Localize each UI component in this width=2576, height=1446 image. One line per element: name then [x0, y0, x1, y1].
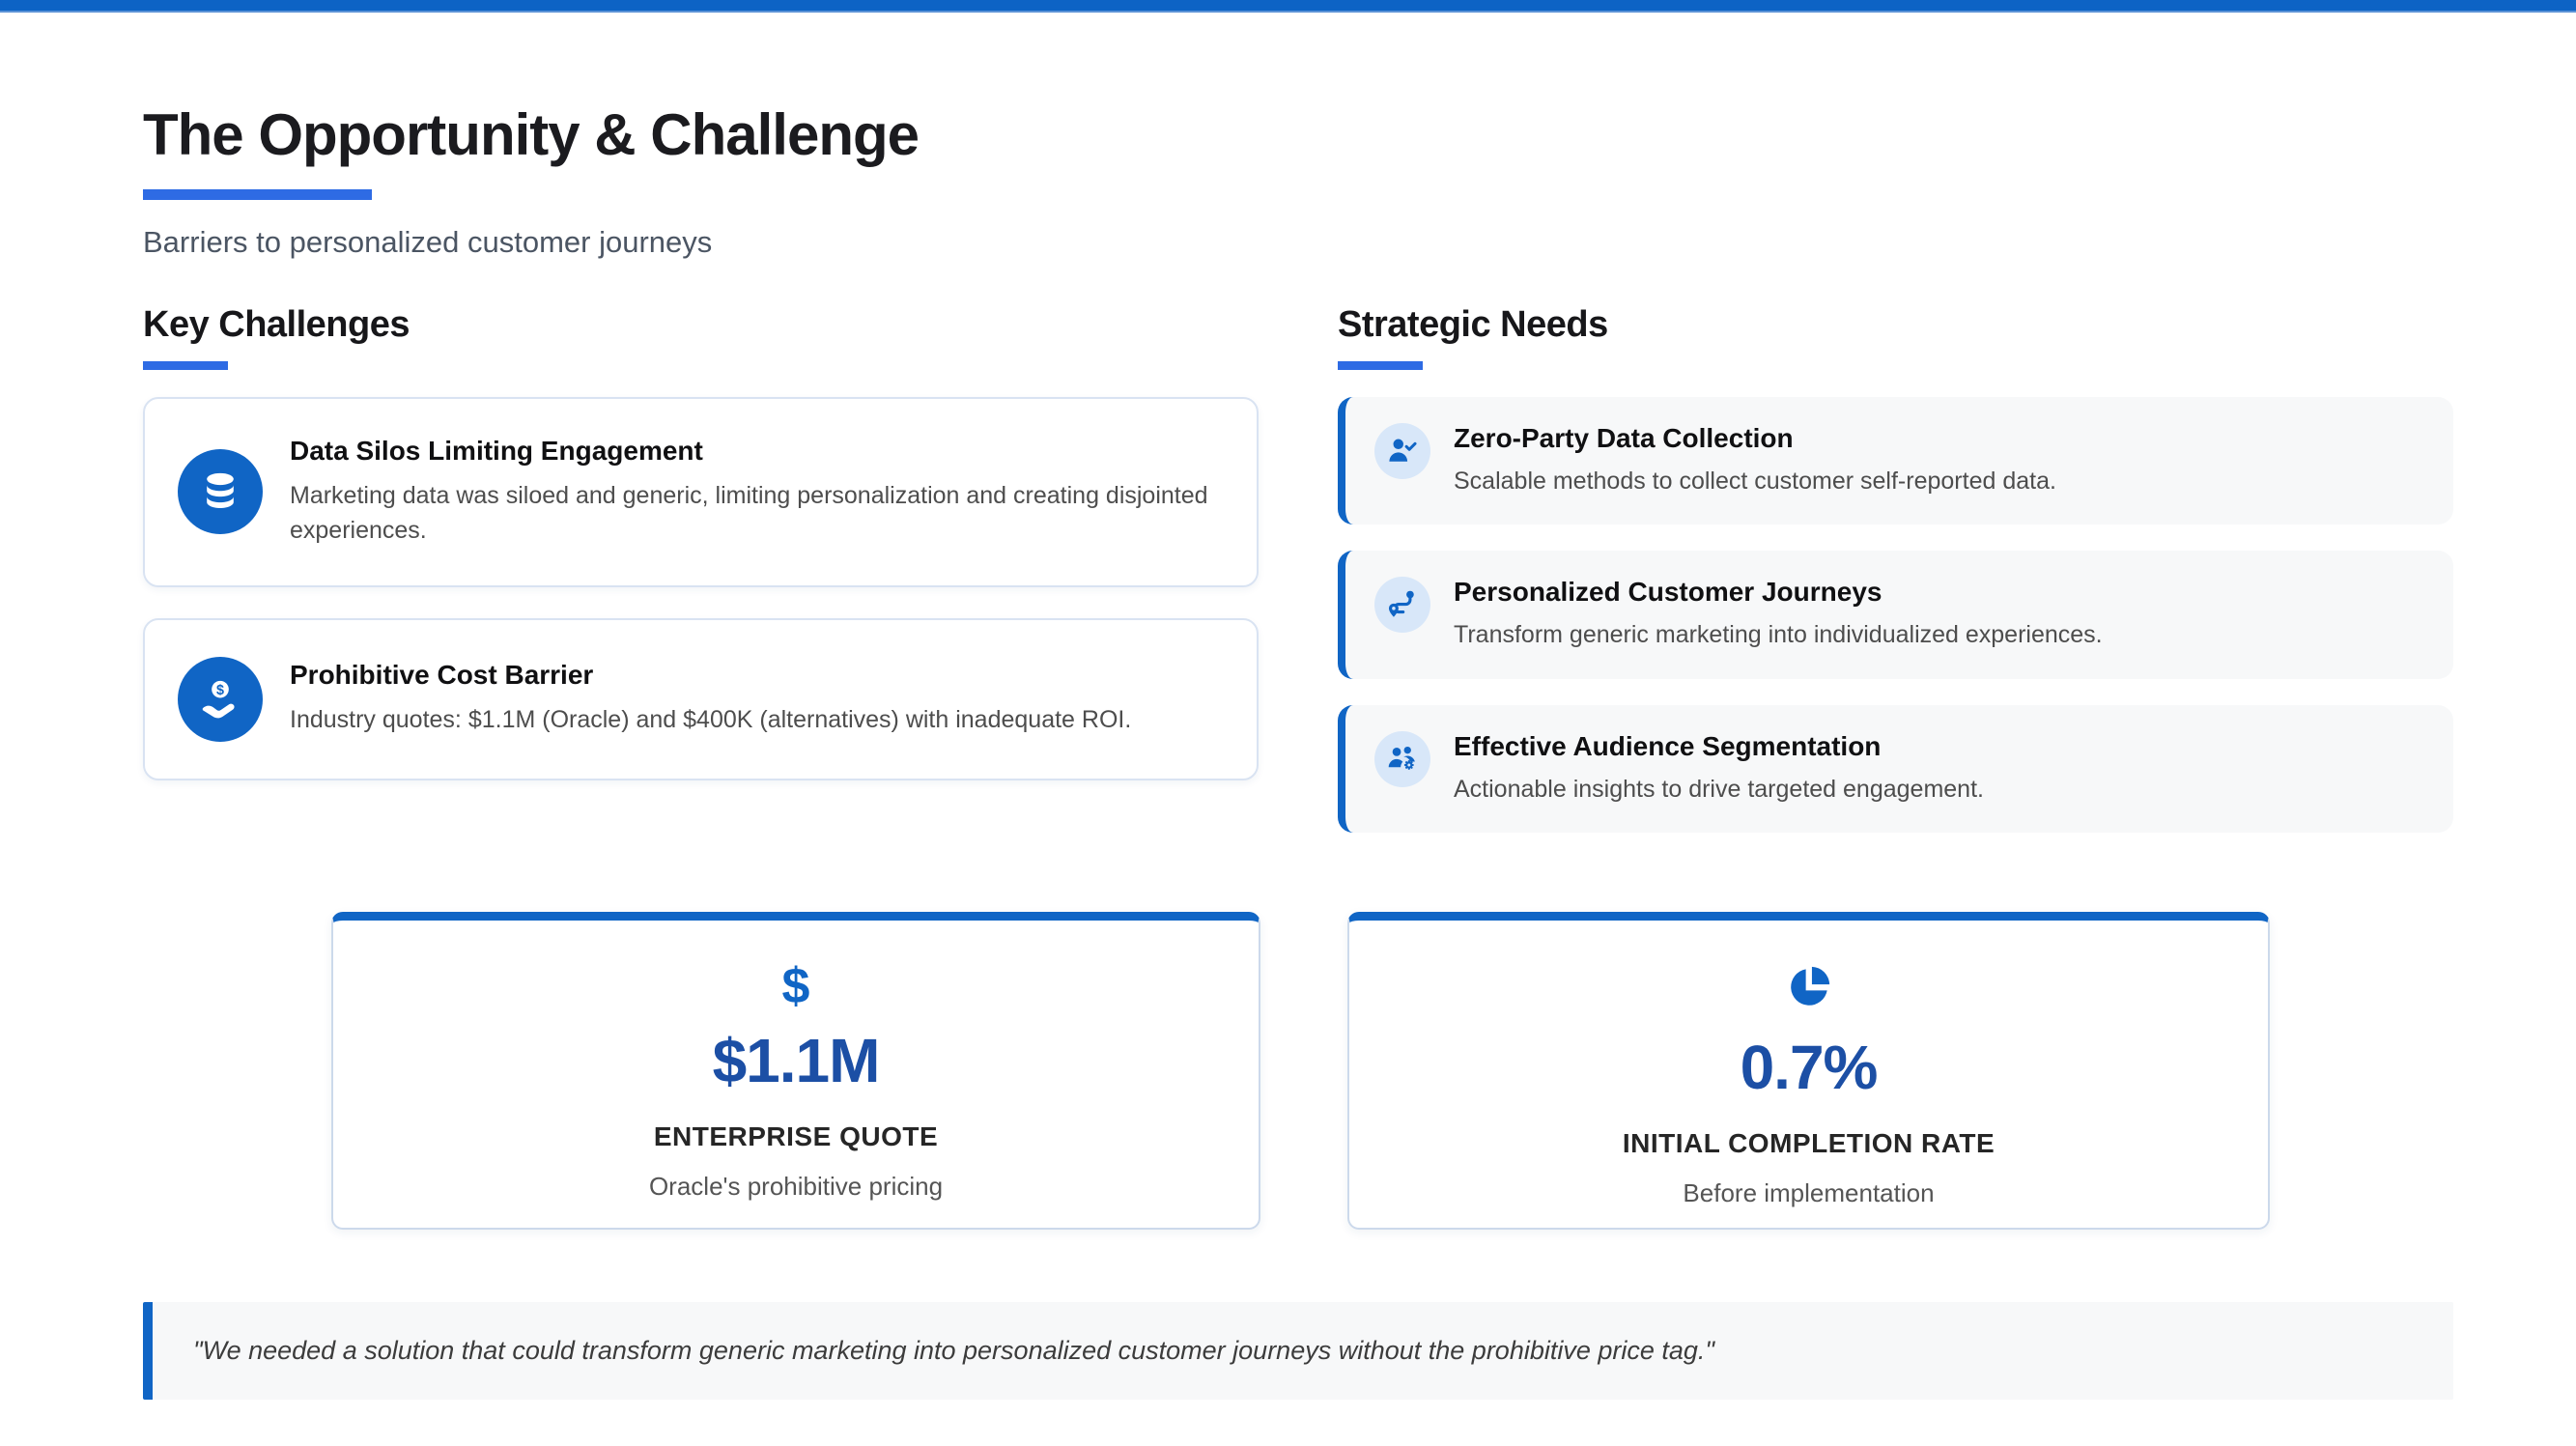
challenge-card-list: Data Silos Limiting Engagement Marketing… — [143, 397, 1259, 780]
pie-chart-icon — [1783, 961, 1835, 1013]
need-card-title: Effective Audience Segmentation — [1454, 730, 1882, 761]
challenge-card-title: Data Silos Limiting Engagement — [290, 436, 703, 466]
top-accent-bar — [0, 0, 2576, 13]
need-card-text: Personalized Customer Journeys Transform… — [1454, 577, 2103, 652]
challenge-card-cost-barrier: $ Prohibitive Cost Barrier Industry quot… — [143, 617, 1259, 780]
challenge-card-text: Prohibitive Cost Barrier Industry quotes… — [290, 660, 1131, 737]
stat-label: ENTERPRISE QUOTE — [653, 1120, 939, 1151]
need-card-segmentation: Effective Audience Segmentation Actionab… — [1338, 704, 2453, 833]
stat-card-completion-rate: 0.7% INITIAL COMPLETION RATE Before impl… — [1347, 911, 2270, 1230]
challenge-card-title: Prohibitive Cost Barrier — [290, 660, 594, 691]
stat-label: INITIAL COMPLETION RATE — [1622, 1127, 1996, 1158]
need-card-text: Zero-Party Data Collection Scalable meth… — [1454, 423, 2056, 498]
key-challenges-heading: Key Challenges — [143, 304, 410, 345]
stat-value: $1.1M — [712, 1025, 881, 1095]
stat-card-enterprise-quote: $ $1.1M ENTERPRISE QUOTE Oracle's prohib… — [331, 911, 1260, 1230]
dollar-icon: $ — [781, 957, 810, 1014]
stat-sublabel: Before implementation — [1683, 1177, 1935, 1207]
need-card-list: Zero-Party Data Collection Scalable meth… — [1338, 397, 2453, 833]
stats-row: $ $1.1M ENTERPRISE QUOTE Oracle's prohib… — [143, 911, 2453, 1230]
need-card-journeys: Personalized Customer Journeys Transform… — [1338, 551, 2453, 679]
quote-text: "We needed a solution that could transfo… — [193, 1335, 1715, 1365]
stat-sublabel: Oracle's prohibitive pricing — [648, 1171, 944, 1201]
svg-text:$: $ — [216, 682, 224, 697]
database-icon — [178, 449, 263, 535]
strategic-needs-heading: Strategic Needs — [1338, 304, 1608, 345]
strategic-needs-section: Strategic Needs Zero-Party Data Collecti… — [1338, 304, 2453, 833]
user-check-icon — [1374, 423, 1430, 479]
need-card-title: Personalized Customer Journeys — [1454, 577, 1882, 608]
title-underline — [143, 189, 372, 200]
two-column-layout: Key Challenges Data Silos Limiting Engag… — [143, 304, 2453, 833]
need-card-text: Effective Audience Segmentation Actionab… — [1454, 731, 1984, 807]
need-card-zero-party: Zero-Party Data Collection Scalable meth… — [1338, 397, 2453, 525]
need-card-description: Actionable insights to drive targeted en… — [1454, 775, 1984, 803]
stat-value: 0.7% — [1740, 1032, 1879, 1102]
key-challenges-section: Key Challenges Data Silos Limiting Engag… — [143, 304, 1259, 780]
strategic-needs-underline — [1338, 361, 1423, 370]
challenge-card-text: Data Silos Limiting Engagement Marketing… — [290, 436, 1224, 549]
quote-block: "We needed a solution that could transfo… — [143, 1301, 2453, 1400]
need-card-description: Scalable methods to collect customer sel… — [1454, 468, 2056, 495]
key-challenges-underline — [143, 361, 228, 370]
hand-holding-dollar-icon: $ — [178, 656, 263, 742]
route-icon — [1374, 577, 1430, 634]
page-title: The Opportunity & Challenge — [143, 102, 920, 167]
page-subtitle: Barriers to personalized customer journe… — [143, 225, 713, 259]
users-gear-icon — [1374, 730, 1430, 787]
challenge-card-description: Marketing data was siloed and generic, l… — [290, 482, 1208, 545]
need-card-title: Zero-Party Data Collection — [1454, 423, 1794, 453]
challenge-card-data-silos: Data Silos Limiting Engagement Marketing… — [143, 397, 1259, 587]
need-card-description: Transform generic marketing into individ… — [1454, 621, 2103, 649]
challenge-card-description: Industry quotes: $1.1M (Oracle) and $400… — [290, 706, 1132, 734]
slide-content: The Opportunity & Challenge Barriers to … — [0, 101, 2576, 1400]
